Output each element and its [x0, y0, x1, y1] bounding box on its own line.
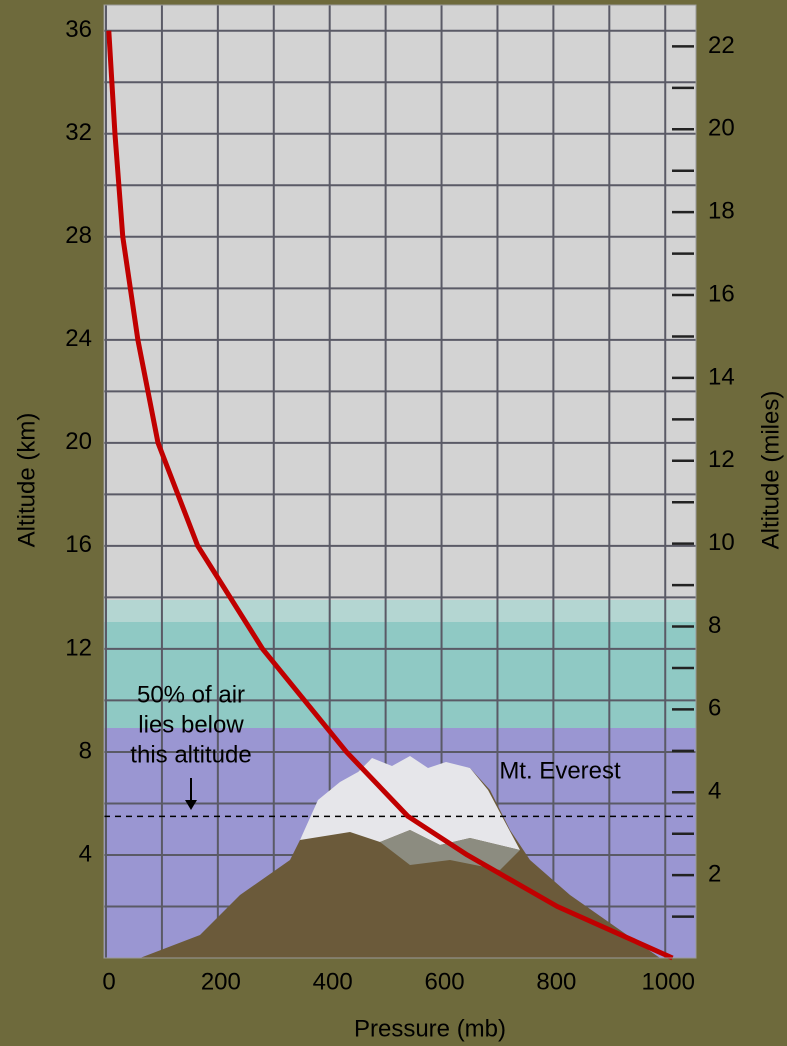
y2-tick-label: 14 [708, 363, 735, 390]
annotation: Mt. Everest [499, 757, 621, 784]
y2-tick-label: 16 [708, 280, 735, 307]
x-tick-label: 200 [201, 968, 241, 995]
y2-tick-label: 8 [708, 612, 721, 639]
x-tick-label: 0 [102, 968, 115, 995]
y-tick-label: 24 [65, 325, 92, 352]
y2-tick-label: 12 [708, 446, 735, 473]
sky-band-edge [104, 600, 696, 622]
y2-tick-label: 20 [708, 115, 735, 142]
chart: 50% of air lies below this altitude Mt. … [0, 0, 787, 1046]
x-tick-label: 400 [313, 968, 353, 995]
y2-tick-label: 10 [708, 529, 735, 556]
y-tick-label: 20 [65, 428, 92, 455]
y2-tick-label: 2 [708, 860, 721, 887]
y2-tick-label: 6 [708, 695, 721, 722]
y2-axis-label: Altitude (miles) [757, 391, 784, 550]
annotation: lies below [138, 711, 244, 738]
annotation: 50% of air [137, 681, 245, 708]
y-tick-label: 32 [65, 119, 92, 146]
x-tick-label: 600 [425, 968, 465, 995]
y-axis-label: Altitude (km) [13, 413, 40, 548]
y-tick-label: 36 [65, 16, 92, 43]
x-tick-label: 800 [536, 968, 576, 995]
y-tick-label: 28 [65, 222, 92, 249]
x-axis-label: Pressure (mb) [354, 1015, 506, 1042]
y-tick-label: 12 [65, 634, 92, 661]
annotation: this altitude [130, 741, 251, 768]
page: 50% of air lies below this altitude Mt. … [0, 0, 787, 1046]
x-tick-label: 1000 [642, 968, 695, 995]
y2-tick-label: 18 [708, 198, 735, 225]
y2-tick-label: 4 [708, 778, 721, 805]
y-tick-label: 4 [79, 840, 92, 867]
y2-tick-label: 22 [708, 32, 735, 59]
y-tick-label: 16 [65, 531, 92, 558]
y-tick-label: 8 [79, 737, 92, 764]
